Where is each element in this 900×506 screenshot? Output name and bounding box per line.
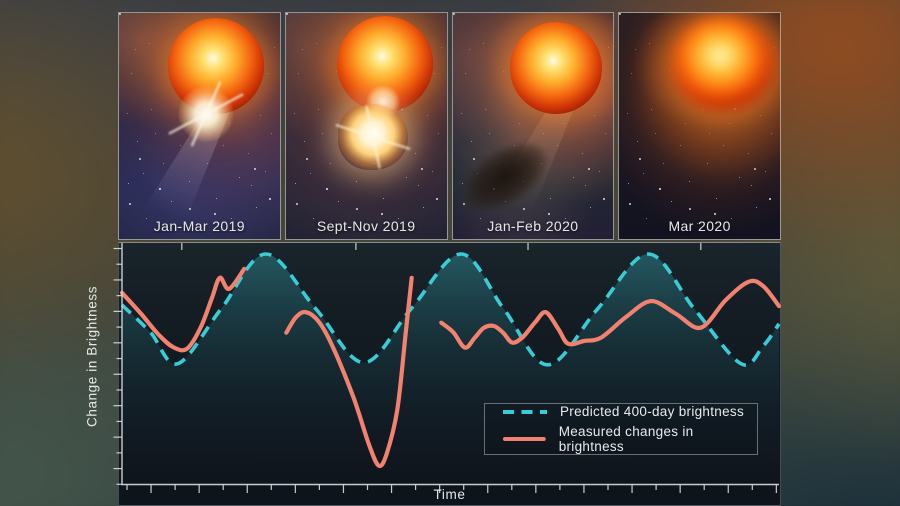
chart-legend: Predicted 400-day brightness Measured ch… bbox=[484, 403, 758, 455]
legend-label-measured: Measured changes in brightness bbox=[558, 424, 694, 454]
ejected-gas-cloud bbox=[337, 104, 408, 170]
panel-date-label: Jan-Feb 2020 bbox=[487, 218, 579, 234]
star-panel-jan-feb-2020: Jan-Feb 2020 bbox=[451, 12, 615, 240]
star-panel-jan-mar-2019: Jan-Mar 2019 bbox=[118, 12, 281, 240]
measured-curve-segment bbox=[284, 275, 414, 468]
panel-date-label: Sept-Nov 2019 bbox=[316, 218, 416, 234]
chart-plot bbox=[113, 243, 782, 493]
measured-line-sample bbox=[502, 437, 546, 441]
brightness-chart: Predicted 400-day brightness Measured ch… bbox=[113, 242, 782, 506]
panel-date-label: Mar 2020 bbox=[668, 218, 731, 234]
flare-outburst bbox=[178, 86, 234, 142]
x-axis-label: Time bbox=[433, 487, 466, 502]
measured-curve-segment bbox=[439, 278, 782, 350]
measured-curve-segment bbox=[119, 266, 247, 353]
legend-item-predicted: Predicted 400-day brightness bbox=[502, 404, 757, 419]
panel-date-label: Jan-Mar 2019 bbox=[153, 218, 245, 234]
betelgeuse-star-dimmed bbox=[673, 17, 773, 109]
legend-item-measured: Measured changes in brightness bbox=[502, 424, 757, 454]
star-panels-row: Jan-Mar 2019 Sept-Nov 2019 Jan-Feb 2020 … bbox=[118, 12, 781, 240]
star-panel-mar-2020: Mar 2020 bbox=[618, 12, 781, 240]
star-panel-sept-nov-2019: Sept-Nov 2019 bbox=[284, 12, 448, 240]
predicted-line-sample bbox=[503, 409, 547, 414]
legend-label-predicted: Predicted 400-day brightness bbox=[560, 404, 745, 419]
predicted-curve bbox=[120, 252, 781, 367]
y-axis-label: Change in Brightness bbox=[84, 285, 100, 427]
betelgeuse-star bbox=[509, 22, 602, 114]
predicted-area-fill bbox=[122, 254, 779, 485]
